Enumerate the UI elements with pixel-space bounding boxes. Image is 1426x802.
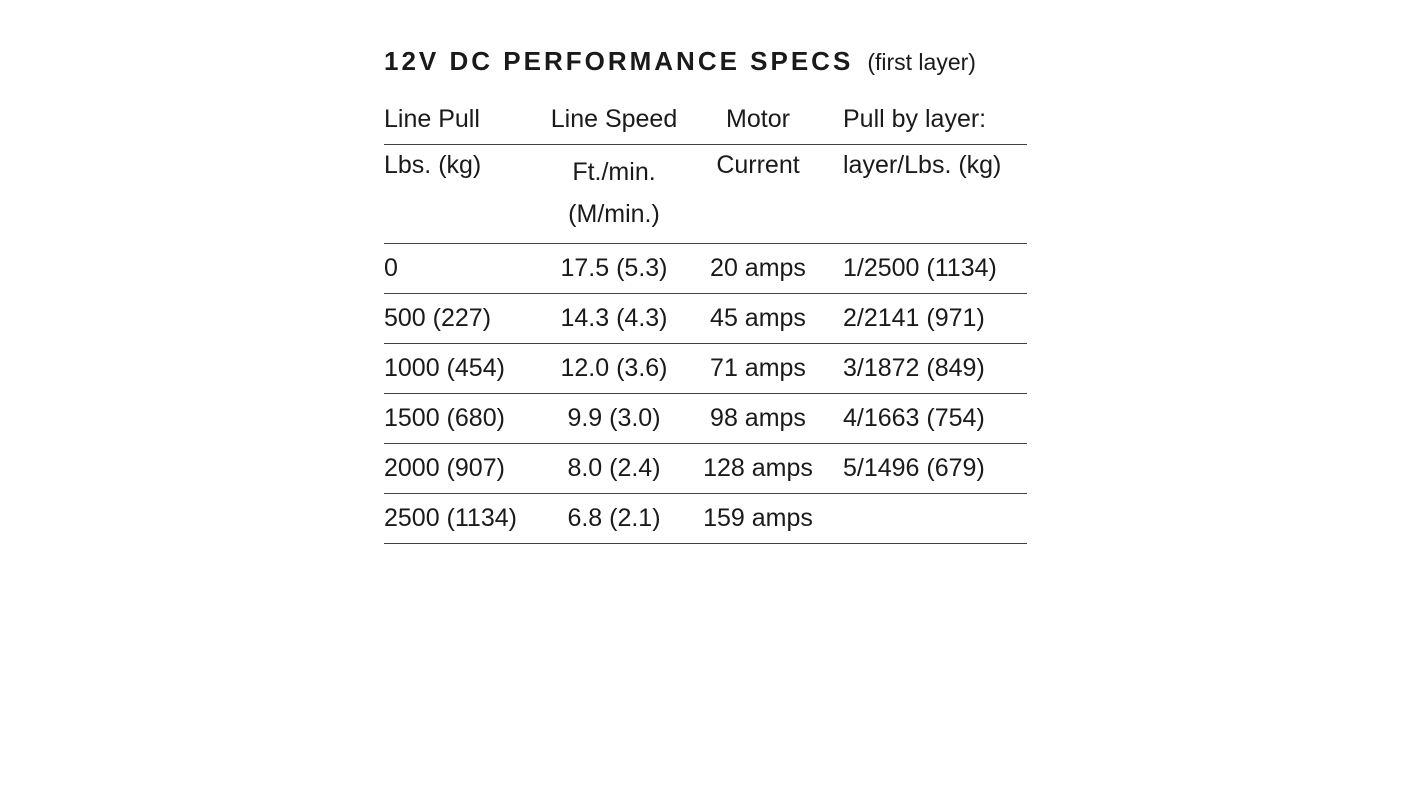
cell-text: Ft./min. (M/min.) <box>568 158 660 228</box>
cell: 20 amps <box>684 244 832 294</box>
data-row: 0 17.5 (5.3) 20 amps 1/2500 (1134) <box>384 244 1027 294</box>
cell-text: Pull by layer: <box>843 104 987 133</box>
cell-text: 1/2500 (1134) <box>843 254 997 282</box>
cell-text: 9.9 (3.0) <box>567 404 661 432</box>
title: 12V DC PERFORMANCE SPECS <box>384 46 854 76</box>
cell-text: 98 amps <box>710 404 806 432</box>
cell-text: 1000 (454) <box>384 354 505 382</box>
specs-table: Line Pull Line Speed Motor Pull by layer: Lb… <box>384 94 1027 544</box>
cell-text: Lbs. (kg) <box>384 151 482 179</box>
cell-text: 2/2141 (971) <box>843 304 985 332</box>
cell: 9.9 (3.0) <box>544 394 684 444</box>
cell: 6.8 (2.1) <box>544 494 684 544</box>
cell: 159 amps <box>684 494 832 544</box>
cell: Pull by layer: <box>832 94 1027 145</box>
cell: 2/2141 (971) <box>832 294 1027 344</box>
cell: 128 amps <box>684 444 832 494</box>
header-row: Lbs. (kg) Ft./min. (M/min.) Current layer/L… <box>384 145 1027 244</box>
cell-text: 12.0 (3.6) <box>560 354 668 382</box>
cell: Ft./min. (M/min.) <box>544 145 684 244</box>
cell: 1500 (680) <box>384 394 544 444</box>
cell-text: 45 amps <box>710 304 806 332</box>
cell: 1/2500 (1134) <box>832 244 1027 294</box>
cell-text: 5/1496 (679) <box>843 454 985 482</box>
cell: Current <box>684 145 832 244</box>
cell: Line Pull <box>384 94 544 145</box>
cell: Line Speed <box>544 94 684 145</box>
cell: 45 amps <box>684 294 832 344</box>
data-row: 500 (227) 14.3 (4.3) 45 amps 2/2141 (971) <box>384 294 1027 344</box>
cell-text: Motor <box>726 104 790 133</box>
cell: Lbs. (kg) <box>384 145 544 244</box>
cell: 1000 (454) <box>384 344 544 394</box>
cell-text: 71 amps <box>710 354 806 382</box>
cell: Motor <box>684 94 832 145</box>
cell-text: 6.8 (2.1) <box>567 504 661 532</box>
data-row: 2000 (907) 8.0 (2.4) 128 amps 5/1496 (679) <box>384 444 1027 494</box>
cell-text: 8.0 (2.4) <box>567 454 661 482</box>
cell-text: 1500 (680) <box>384 404 505 432</box>
cell-text: 2000 (907) <box>384 454 505 482</box>
cell-text: 0 <box>384 254 398 282</box>
cell-text: 159 amps <box>703 504 813 532</box>
heading: 12V DC PERFORMANCE SPECS (first layer) <box>384 46 976 77</box>
cell: 3/1872 (849) <box>832 344 1027 394</box>
cell-text: Line Pull <box>384 104 480 133</box>
cell-text: layer/Lbs. (kg) <box>843 151 1002 179</box>
data-row: 1000 (454) 12.0 (3.6) 71 amps 3/1872 (849) <box>384 344 1027 394</box>
cell: 2000 (907) <box>384 444 544 494</box>
cell: 71 amps <box>684 344 832 394</box>
cell-text: 3/1872 (849) <box>843 354 985 382</box>
cell: 500 (227) <box>384 294 544 344</box>
cell: 4/1663 (754) <box>832 394 1027 444</box>
data-row: 2500 (1134) 6.8 (2.1) 159 amps <box>384 494 1027 544</box>
cell <box>832 494 1027 544</box>
cell: layer/Lbs. (kg) <box>832 145 1027 244</box>
cell-text: 20 amps <box>710 254 806 282</box>
cell: 12.0 (3.6) <box>544 344 684 394</box>
cell-text: Current <box>716 151 800 179</box>
cell-text: 128 amps <box>703 454 813 482</box>
cell: 14.3 (4.3) <box>544 294 684 344</box>
data-row: 1500 (680) 9.9 (3.0) 98 amps 4/1663 (754) <box>384 394 1027 444</box>
cell: 98 amps <box>684 394 832 444</box>
cell: 0 <box>384 244 544 294</box>
cell-text: 2500 (1134) <box>384 504 517 532</box>
cell: 5/1496 (679) <box>832 444 1027 494</box>
cell-text: Line Speed <box>550 104 678 133</box>
cell-text: 4/1663 (754) <box>843 404 985 432</box>
cell-text: 500 (227) <box>384 304 492 332</box>
cell-text: 14.3 (4.3) <box>560 304 668 332</box>
cell: 8.0 (2.4) <box>544 444 684 494</box>
cell: 2500 (1134) <box>384 494 544 544</box>
cell: 17.5 (5.3) <box>544 244 684 294</box>
note: (first layer) <box>867 49 976 75</box>
header-row: Line Pull Line Speed Motor Pull by layer: <box>384 94 1027 145</box>
cell-text: 17.5 (5.3) <box>560 254 668 282</box>
